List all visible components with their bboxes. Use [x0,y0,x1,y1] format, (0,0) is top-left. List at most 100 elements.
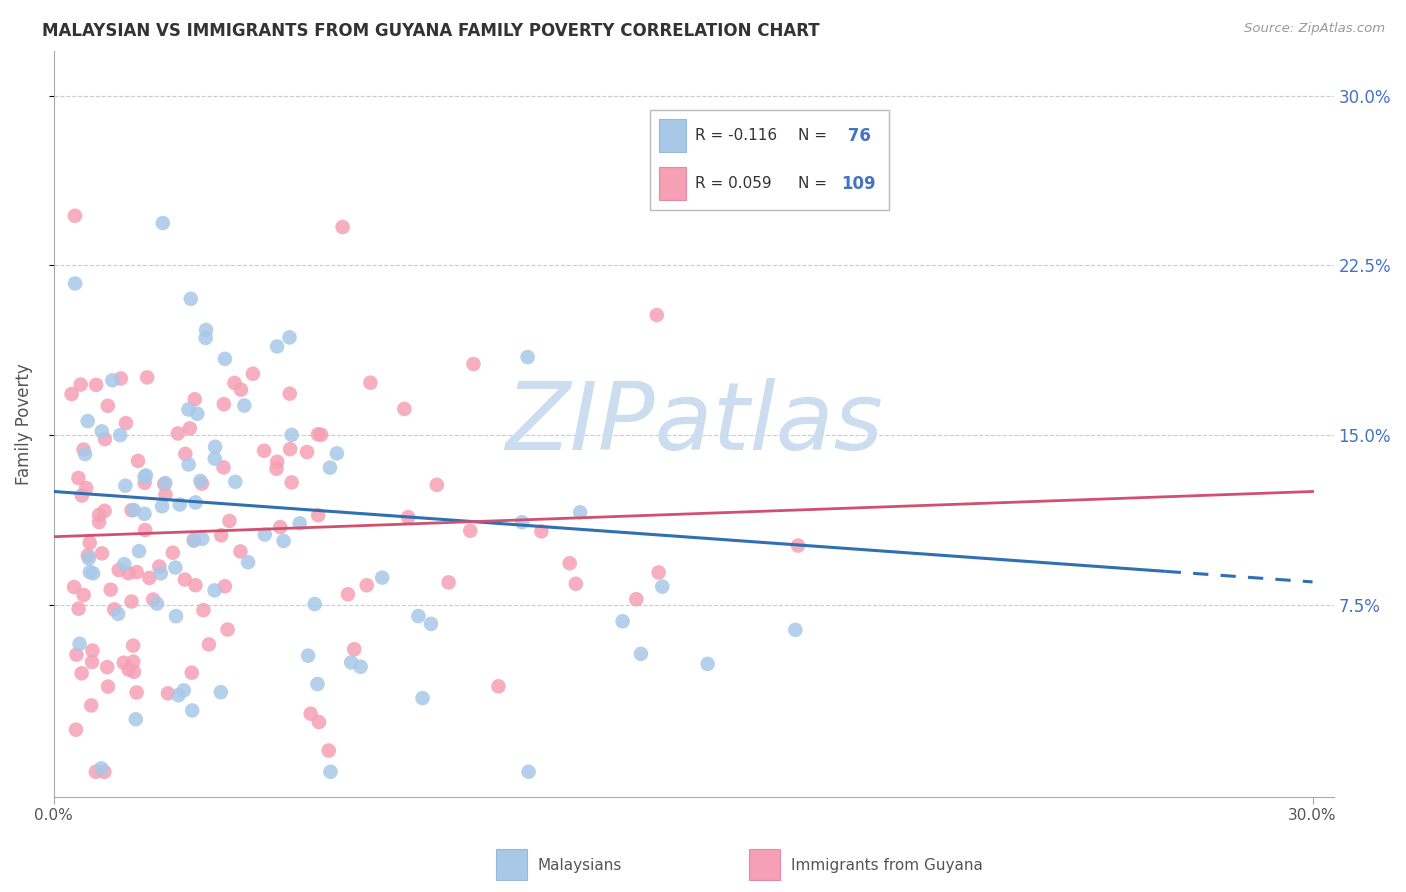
Point [309,427,332,442]
Point [212,397,235,411]
Point [125,565,148,579]
Point [183,533,205,547]
Point [295,445,318,459]
Point [420,616,443,631]
Point [122,639,145,653]
Point [307,677,329,691]
Point [121,594,143,608]
Point [77,551,100,566]
Point [336,587,359,601]
Point [134,523,156,537]
Point [278,442,301,457]
Point [63,580,86,594]
Point [115,416,138,430]
Point [184,578,207,592]
Point [396,510,419,524]
Text: Source: ZipAtlas.com: Source: ZipAtlas.com [1244,22,1385,36]
Point [148,559,170,574]
Point [204,451,226,466]
Point [319,460,342,475]
Point [236,555,259,569]
Point [307,427,329,442]
Text: Malaysians: Malaysians [537,858,623,872]
Point [217,623,239,637]
Point [65,648,87,662]
Point [155,476,177,491]
Point [340,656,363,670]
Point [84,764,107,779]
Point [63,209,86,223]
Point [76,549,98,563]
Point [87,508,110,522]
Point [191,476,214,491]
Point [70,489,93,503]
Point [190,474,212,488]
Point [162,546,184,560]
Point [72,588,94,602]
Point [359,376,381,390]
Point [97,680,120,694]
Point [224,376,246,390]
Point [121,503,143,517]
Point [253,527,276,541]
Point [218,514,240,528]
Point [280,475,302,490]
Point [173,573,195,587]
Point [280,428,302,442]
Point [128,544,150,558]
Text: ZIPatlas: ZIPatlas [505,378,883,469]
Point [214,351,236,366]
Point [84,377,107,392]
Point [194,331,217,345]
Point [233,399,256,413]
Point [82,643,104,657]
Point [97,399,120,413]
Point [558,556,581,570]
Point [80,698,103,713]
Text: N =: N = [799,177,832,191]
Point [114,478,136,492]
Point [127,454,149,468]
Point [787,539,810,553]
Point [530,524,553,539]
Point [70,666,93,681]
Point [565,576,588,591]
Point [253,443,276,458]
Point [569,505,592,519]
Point [191,532,214,546]
FancyBboxPatch shape [659,120,686,153]
Point [177,458,200,472]
Point [180,665,202,680]
Point [93,504,115,518]
Point [184,495,207,509]
Point [651,580,673,594]
Point [510,515,533,529]
Point [75,447,97,461]
Point [288,516,311,531]
Point [349,659,371,673]
Point [184,392,207,407]
Point [90,761,112,775]
Point [181,703,204,717]
Text: 76: 76 [842,127,870,145]
Point [169,498,191,512]
Point [458,524,481,538]
Point [122,503,145,517]
Point [229,383,252,397]
Point [647,566,669,580]
Point [517,764,540,779]
Point [79,565,101,579]
Point [785,623,807,637]
Point [173,683,195,698]
Point [156,686,179,700]
Point [91,546,114,560]
Point [122,655,145,669]
Point [69,637,91,651]
Point [155,487,177,501]
Point [242,367,264,381]
Point [630,647,652,661]
Point [626,592,648,607]
Point [101,373,124,387]
Point [80,655,103,669]
Point [195,323,218,337]
